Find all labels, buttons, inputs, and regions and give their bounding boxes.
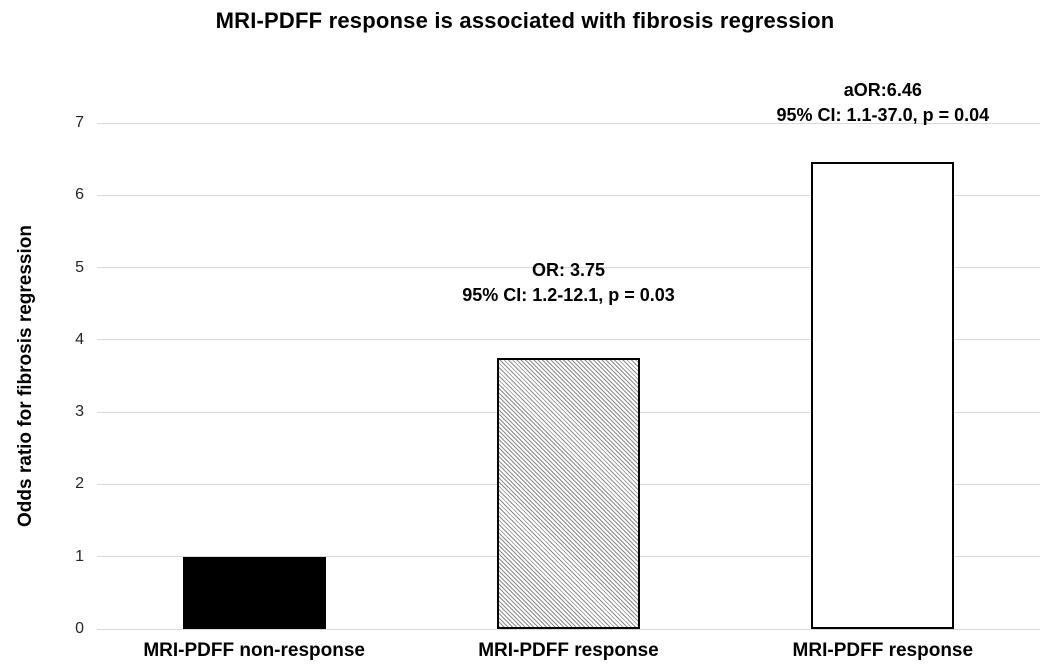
bar-annotation: aOR:6.46 95% CI: 1.1-37.0, p = 0.04 [683,78,1050,128]
y-axis-tick-label: 7 [75,114,84,131]
bar-diagonal-hatch [497,357,640,629]
y-axis-title: Odds ratio for fibrosis regression [15,225,36,527]
x-axis-category-label: MRI-PDFF response [478,640,659,661]
bar-annotation-line: OR: 3.75 [531,259,606,280]
gridline [97,339,1040,341]
y-axis-tick-label: 5 [75,258,84,276]
bar-annotation: OR: 3.75 95% CI: 1.2-12.1, p = 0.03 [369,258,769,308]
x-axis-category-label: MRI-PDFF response [792,640,974,661]
gridline [97,194,1040,196]
y-axis-tick-label: 0 [75,620,84,637]
y-axis-tick-label: 6 [75,186,84,204]
x-axis-category-label: MRI-PDFF non-response [143,640,365,661]
bar-annotation-line: 95% CI: 1.1-37.0, p = 0.04 [776,105,990,126]
y-axis-tick-label: 1 [75,547,84,565]
gridline [97,122,1040,124]
chart-title: MRI-PDFF response is associated with fib… [215,8,835,33]
bar-annotation-line: 95% CI: 1.2-12.1, p = 0.03 [462,284,675,305]
bar-solid-black [182,556,326,629]
gridline [97,628,1040,630]
gridline [97,267,1040,269]
y-axis-tick-label: 4 [75,330,84,348]
y-axis-tick-label: 2 [75,475,84,493]
y-axis-tick-label: 3 [75,403,84,421]
bar-white-outline [811,162,955,629]
bar-annotation-line: aOR:6.46 [843,80,922,101]
